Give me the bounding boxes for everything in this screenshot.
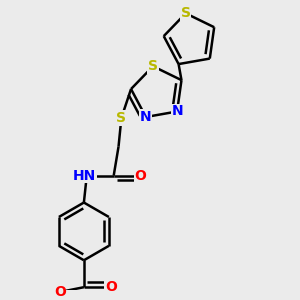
Text: HN: HN [73,169,97,183]
Text: S: S [116,111,126,125]
Text: O: O [105,280,117,294]
Text: N: N [140,110,152,124]
Text: O: O [54,285,66,299]
Text: O: O [135,169,147,183]
Text: S: S [148,59,158,73]
Text: S: S [181,6,191,20]
Text: N: N [171,104,183,118]
